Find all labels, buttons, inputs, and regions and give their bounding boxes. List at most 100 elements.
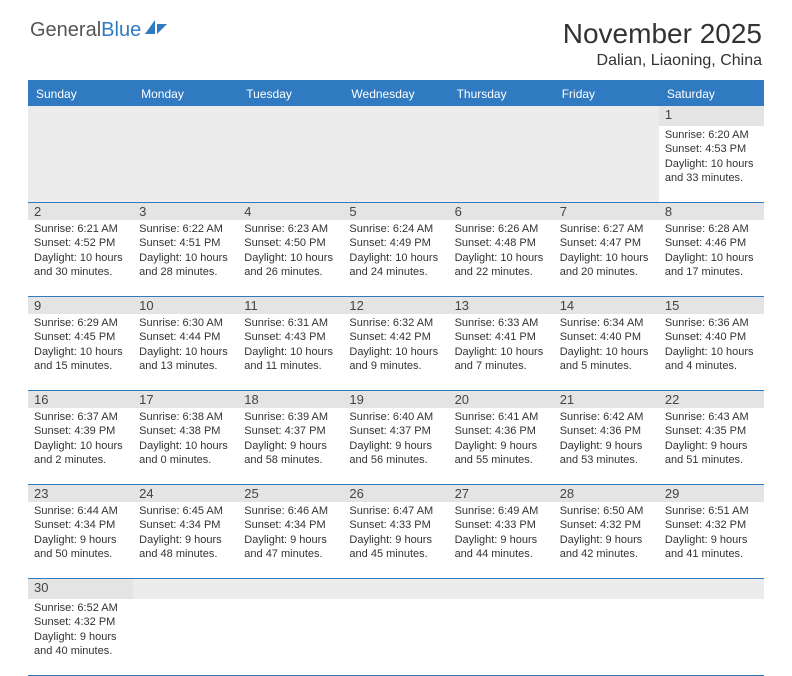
day-header: Wednesday [343,82,448,106]
sunrise-text: Sunrise: 6:20 AM [665,128,758,142]
sunset-text: Sunset: 4:34 PM [244,518,337,532]
empty-daynum [28,106,133,126]
sunrise-text: Sunrise: 6:28 AM [665,222,758,236]
day-cell: Sunrise: 6:50 AMSunset: 4:32 PMDaylight:… [554,502,659,578]
sunset-text: Sunset: 4:50 PM [244,236,337,250]
day-header: Tuesday [238,82,343,106]
empty-cell [554,126,659,202]
sunrise-text: Sunrise: 6:22 AM [139,222,232,236]
sunset-text: Sunset: 4:33 PM [349,518,442,532]
sunrise-text: Sunrise: 6:34 AM [560,316,653,330]
empty-daynum [343,579,448,599]
daylight-text: Daylight: 10 hours and 7 minutes. [455,345,548,374]
sunrise-text: Sunrise: 6:37 AM [34,410,127,424]
sunset-text: Sunset: 4:39 PM [34,424,127,438]
sunset-text: Sunset: 4:46 PM [665,236,758,250]
daylight-text: Daylight: 10 hours and 24 minutes. [349,251,442,280]
sunrise-text: Sunrise: 6:33 AM [455,316,548,330]
daylight-text: Daylight: 10 hours and 4 minutes. [665,345,758,374]
day-cell: Sunrise: 6:52 AMSunset: 4:32 PMDaylight:… [28,599,133,675]
sunrise-text: Sunrise: 6:41 AM [455,410,548,424]
sunset-text: Sunset: 4:32 PM [560,518,653,532]
day-cell: Sunrise: 6:51 AMSunset: 4:32 PMDaylight:… [659,502,764,578]
empty-cell [238,599,343,675]
day-number: 24 [133,485,238,502]
sunrise-text: Sunrise: 6:36 AM [665,316,758,330]
sunset-text: Sunset: 4:37 PM [349,424,442,438]
daylight-text: Daylight: 9 hours and 40 minutes. [34,630,127,659]
day-number: 4 [238,203,343,220]
day-number: 25 [238,485,343,502]
day-cell: Sunrise: 6:22 AMSunset: 4:51 PMDaylight:… [133,220,238,296]
empty-cell [449,126,554,202]
day-number: 23 [28,485,133,502]
day-number: 29 [659,485,764,502]
sunset-text: Sunset: 4:47 PM [560,236,653,250]
sunrise-text: Sunrise: 6:27 AM [560,222,653,236]
empty-daynum [238,579,343,599]
week-row: Sunrise: 6:20 AMSunset: 4:53 PMDaylight:… [28,126,764,203]
sunrise-text: Sunrise: 6:42 AM [560,410,653,424]
week-row: Sunrise: 6:21 AMSunset: 4:52 PMDaylight:… [28,220,764,297]
daylight-text: Daylight: 9 hours and 47 minutes. [244,533,337,562]
day-number: 28 [554,485,659,502]
daylight-text: Daylight: 9 hours and 53 minutes. [560,439,653,468]
sunrise-text: Sunrise: 6:30 AM [139,316,232,330]
day-number: 7 [554,203,659,220]
empty-daynum [449,106,554,126]
sunset-text: Sunset: 4:38 PM [139,424,232,438]
sunset-text: Sunset: 4:33 PM [455,518,548,532]
daynum-row: 30 [28,579,764,599]
empty-cell [554,599,659,675]
day-cell: Sunrise: 6:45 AMSunset: 4:34 PMDaylight:… [133,502,238,578]
empty-daynum [554,106,659,126]
daylight-text: Daylight: 10 hours and 13 minutes. [139,345,232,374]
daylight-text: Daylight: 9 hours and 51 minutes. [665,439,758,468]
sunrise-text: Sunrise: 6:44 AM [34,504,127,518]
day-cell: Sunrise: 6:39 AMSunset: 4:37 PMDaylight:… [238,408,343,484]
daylight-text: Daylight: 9 hours and 48 minutes. [139,533,232,562]
daylight-text: Daylight: 9 hours and 44 minutes. [455,533,548,562]
title-block: November 2025 Dalian, Liaoning, China [563,18,762,70]
daylight-text: Daylight: 10 hours and 11 minutes. [244,345,337,374]
day-cell: Sunrise: 6:27 AMSunset: 4:47 PMDaylight:… [554,220,659,296]
day-number: 17 [133,391,238,408]
day-cell: Sunrise: 6:21 AMSunset: 4:52 PMDaylight:… [28,220,133,296]
daylight-text: Daylight: 10 hours and 26 minutes. [244,251,337,280]
empty-cell [133,126,238,202]
daylight-text: Daylight: 9 hours and 42 minutes. [560,533,653,562]
day-number: 9 [28,297,133,314]
day-header: Thursday [449,82,554,106]
week-row: Sunrise: 6:44 AMSunset: 4:34 PMDaylight:… [28,502,764,579]
sunrise-text: Sunrise: 6:51 AM [665,504,758,518]
empty-cell [28,126,133,202]
daynum-row: 16171819202122 [28,391,764,408]
daylight-text: Daylight: 10 hours and 2 minutes. [34,439,127,468]
empty-daynum [343,106,448,126]
day-cell: Sunrise: 6:32 AMSunset: 4:42 PMDaylight:… [343,314,448,390]
sunset-text: Sunset: 4:35 PM [665,424,758,438]
logo-text-general: General [30,19,101,42]
daylight-text: Daylight: 9 hours and 50 minutes. [34,533,127,562]
day-cell: Sunrise: 6:29 AMSunset: 4:45 PMDaylight:… [28,314,133,390]
day-header: Sunday [28,82,133,106]
sunrise-text: Sunrise: 6:47 AM [349,504,442,518]
day-number: 12 [343,297,448,314]
day-cell: Sunrise: 6:43 AMSunset: 4:35 PMDaylight:… [659,408,764,484]
sunrise-text: Sunrise: 6:45 AM [139,504,232,518]
week-row: Sunrise: 6:37 AMSunset: 4:39 PMDaylight:… [28,408,764,485]
day-cell: Sunrise: 6:47 AMSunset: 4:33 PMDaylight:… [343,502,448,578]
empty-cell [449,599,554,675]
sunrise-text: Sunrise: 6:32 AM [349,316,442,330]
logo: GeneralBlue [30,18,169,42]
daynum-row: 1 [28,106,764,126]
sunset-text: Sunset: 4:37 PM [244,424,337,438]
daynum-row: 23242526272829 [28,485,764,502]
sunrise-text: Sunrise: 6:46 AM [244,504,337,518]
day-header: Saturday [659,82,764,106]
day-cell: Sunrise: 6:36 AMSunset: 4:40 PMDaylight:… [659,314,764,390]
sunset-text: Sunset: 4:34 PM [139,518,232,532]
day-number: 15 [659,297,764,314]
sunset-text: Sunset: 4:43 PM [244,330,337,344]
empty-cell [133,599,238,675]
